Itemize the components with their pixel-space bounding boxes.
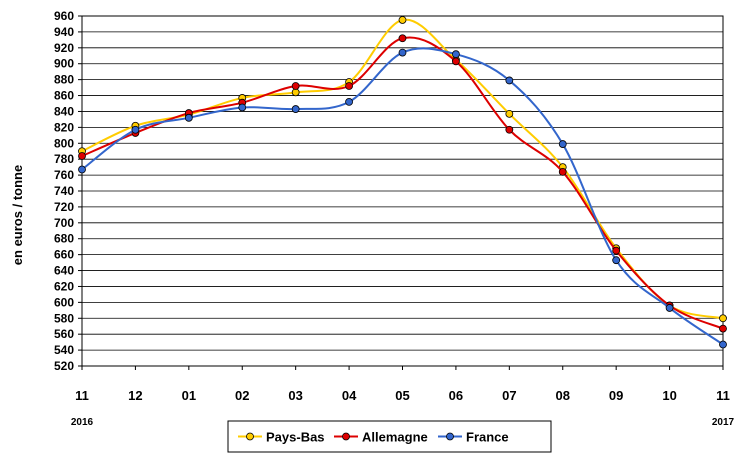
data-point xyxy=(238,103,247,112)
x-tick-label: 10 xyxy=(662,388,676,403)
gridlines xyxy=(78,15,724,370)
legend-label: Allemagne xyxy=(362,430,428,445)
y-tick-label: 940 xyxy=(54,25,74,39)
legend-entry: Allemagne xyxy=(334,430,428,445)
y-tick-label: 920 xyxy=(54,41,74,55)
data-point xyxy=(291,105,300,113)
y-tick-label: 720 xyxy=(54,200,74,214)
y-tick-label: 680 xyxy=(54,232,74,246)
x-tick-label: 01 xyxy=(182,388,196,403)
data-point xyxy=(505,125,514,134)
x-tick-label: 05 xyxy=(395,388,409,403)
x-tick-label: 12 xyxy=(128,388,142,403)
data-point xyxy=(612,246,621,255)
data-point xyxy=(398,16,407,24)
y-tick-label: 560 xyxy=(54,327,74,341)
y-axis-label: en euros / tonne xyxy=(10,165,25,265)
data-point xyxy=(719,340,727,349)
y-tick-label: 520 xyxy=(54,359,74,373)
data-point xyxy=(398,48,407,57)
x-tick-label: 06 xyxy=(449,388,463,403)
data-point xyxy=(452,57,460,66)
y-tick-label: 580 xyxy=(54,311,74,325)
series-france xyxy=(78,47,727,349)
y-tick-label: 820 xyxy=(54,120,74,134)
y-tick-label: 640 xyxy=(54,264,74,278)
data-point xyxy=(719,324,727,333)
data-point xyxy=(398,34,407,43)
legend-label: France xyxy=(466,430,509,445)
y-tick-label: 620 xyxy=(54,279,74,293)
legend-entry: France xyxy=(438,430,509,445)
legend-entry: Pays-Bas xyxy=(238,430,325,445)
x-tick-label: 11 xyxy=(716,388,730,403)
legend-label: Pays-Bas xyxy=(266,430,325,445)
data-point xyxy=(612,256,621,265)
data-point xyxy=(665,304,674,312)
data-point xyxy=(452,50,460,59)
y-tick-label: 800 xyxy=(54,136,74,150)
x-tick-label: 02 xyxy=(235,388,249,403)
legend-marker xyxy=(342,432,350,441)
x-tick-label: 04 xyxy=(342,388,357,403)
data-point xyxy=(345,98,353,106)
x-tick-label: 11 xyxy=(75,388,89,403)
y-tick-label: 960 xyxy=(54,9,74,23)
y-tick-label: 780 xyxy=(54,152,74,166)
data-point xyxy=(184,113,193,122)
y-tick-label: 880 xyxy=(54,73,74,87)
legend-marker xyxy=(246,432,254,441)
legend: Pays-Bas Allemagne France xyxy=(227,420,552,453)
year-label: 2017 xyxy=(712,417,735,428)
data-point xyxy=(558,168,567,176)
y-tick-label: 740 xyxy=(54,184,74,198)
year-label: 2016 xyxy=(71,417,94,428)
data-point xyxy=(558,140,567,148)
y-tick-label: 860 xyxy=(54,89,74,103)
y-tick-label: 700 xyxy=(54,216,74,230)
data-point xyxy=(291,82,300,90)
legend-marker xyxy=(446,432,454,441)
legend-box xyxy=(227,420,552,453)
series-allemagne xyxy=(78,34,727,333)
x-tick-label: 09 xyxy=(609,388,623,403)
y-tick-label: 900 xyxy=(54,57,74,71)
x-tick-label: 03 xyxy=(288,388,302,403)
x-tick-label: 07 xyxy=(502,388,516,403)
data-point xyxy=(291,88,300,97)
data-point xyxy=(131,125,140,134)
data-point xyxy=(505,109,514,118)
data-point xyxy=(719,314,727,323)
y-tick-label: 840 xyxy=(54,104,74,118)
y-tick-label: 540 xyxy=(54,343,74,357)
series-group xyxy=(78,16,727,349)
y-tick-label: 600 xyxy=(54,295,74,309)
data-point xyxy=(78,165,86,174)
y-tick-label: 760 xyxy=(54,168,74,182)
x-tick-label: 08 xyxy=(556,388,570,403)
data-point xyxy=(345,82,353,90)
data-point xyxy=(505,76,514,85)
data-point xyxy=(78,152,86,160)
y-tick-label: 660 xyxy=(54,248,74,262)
x-axis-ticks: 11 12 01 02 03 04 05 06 07 08 09 10 11 2016 2017 xyxy=(71,388,735,428)
